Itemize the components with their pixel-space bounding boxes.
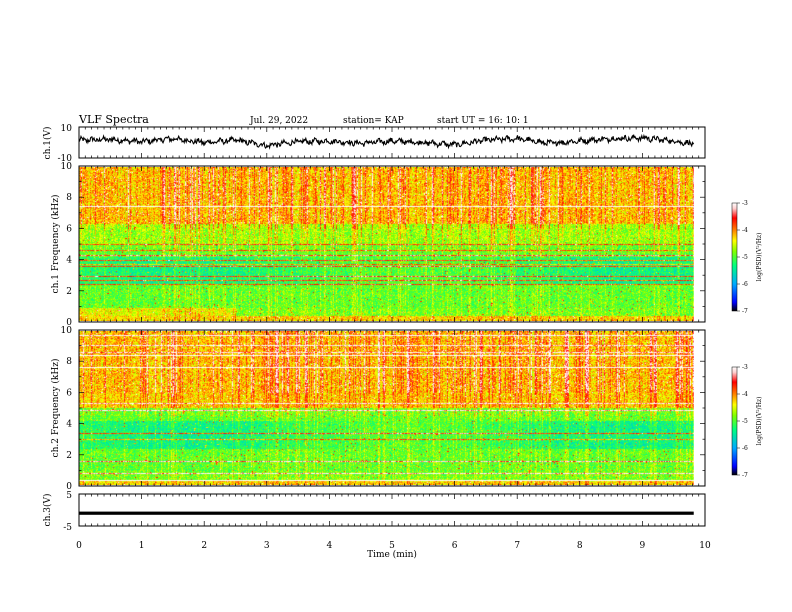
ch2-colorbar-ticklabel: -4 [742, 391, 748, 398]
ch1-colorbar-ticklabel: -4 [742, 227, 748, 234]
ch1-spectrogram-panel: 0 2 4 6 8 10 ch.1 Frequency (kHz) [50, 162, 706, 328]
time-ticklabel: 8 [577, 541, 583, 551]
time-ticklabel: 1 [139, 541, 145, 551]
ch2-colorbar-gradient [731, 366, 738, 476]
ch3-waveform-band [79, 511, 694, 515]
time-ticklabel: 3 [264, 541, 270, 551]
ch2-colorbar-ticklabel: -3 [742, 364, 748, 371]
spec1-yticklabel: 10 [61, 162, 73, 172]
time-ticklabel: 10 [699, 541, 711, 551]
ch1-colorbar-ticklabel: -3 [742, 200, 748, 207]
ch2-colorbar-ticklabel: -7 [742, 472, 748, 479]
spec2-yticklabel: 10 [61, 326, 73, 336]
spec2-yticklabel: 0 [66, 482, 72, 492]
spec2-yticklabel: 4 [66, 420, 72, 430]
ch3-waveform-panel: 5 -5 ch.3(V) 0 1 2 3 4 5 6 7 8 9 10 Time (min) [42, 491, 711, 560]
ch1-waveform-line [78, 133, 695, 150]
ch3-waveform-ylabel: ch.3(V) [42, 494, 53, 527]
ch1-colorbar-ticklabel: -5 [742, 254, 748, 261]
spec1-yticklabel: 2 [66, 287, 72, 297]
time-ticklabel: 2 [201, 541, 207, 551]
ch1-ytick-bottom: -10 [58, 154, 73, 164]
ch1-spectrogram-image [79, 167, 694, 321]
ch1-waveform-panel: 10 -10 ch.1(V) [42, 124, 706, 164]
ch2-spectrogram-ylabel: ch.2 Frequency (kHz) [50, 359, 61, 458]
ch3-ytick-top: 5 [66, 491, 72, 501]
spec1-yticklabel: 6 [66, 224, 72, 234]
time-ticklabel: 7 [514, 541, 520, 551]
ch1-colorbar: -3 -4 -5 -6 -7 log(PSD)(V²/Hz) [731, 200, 763, 315]
station-label: station= KAP [343, 116, 404, 126]
time-ticklabel: 9 [640, 541, 646, 551]
spec2-yticklabel: 8 [66, 357, 72, 367]
spec2-yticklabel: 2 [66, 451, 72, 461]
ch1-spectrogram-ylabel: ch.1 Frequency (kHz) [50, 195, 61, 294]
time-axis-label: Time (min) [367, 549, 417, 560]
ch1-ytick-top: 10 [61, 124, 73, 134]
spec1-yticklabel: 8 [66, 193, 72, 203]
figure-title: VLF Spectra [78, 113, 149, 126]
ch1-waveform-ylabel: ch.1(V) [42, 127, 53, 160]
spec1-yticklabel: 4 [66, 256, 72, 266]
ch2-colorbar-label: log(PSD)(V²/Hz) [756, 397, 763, 446]
spec2-yticklabel: 6 [66, 388, 72, 398]
time-ticklabel: 0 [76, 541, 82, 551]
ch2-colorbar-ticklabel: -6 [742, 445, 748, 452]
start-ut-label: start UT = 16: 10: 1 [437, 116, 529, 126]
ch1-colorbar-gradient [731, 202, 738, 312]
ch2-spectrogram-panel: 0 2 4 6 8 10 ch.2 Frequency (kHz) [50, 326, 706, 492]
time-ticklabel: 4 [327, 541, 333, 551]
ch2-colorbar: -3 -4 -5 -6 -7 log(PSD)(V²/Hz) [731, 364, 763, 479]
ch1-colorbar-ticklabel: -7 [742, 308, 748, 315]
date-label: Jul. 29, 2022 [249, 116, 308, 126]
ch3-ytick-bottom: -5 [63, 523, 72, 533]
ch1-colorbar-label: log(PSD)(V²/Hz) [756, 233, 763, 282]
ch2-spectrogram-image [79, 331, 694, 485]
ch1-colorbar-ticklabel: -6 [742, 281, 748, 288]
ch2-colorbar-ticklabel: -5 [742, 418, 748, 425]
spec1-yticklabel: 0 [66, 318, 72, 328]
time-ticklabel: 6 [452, 541, 458, 551]
time-ticklabel: 5 [389, 541, 395, 551]
